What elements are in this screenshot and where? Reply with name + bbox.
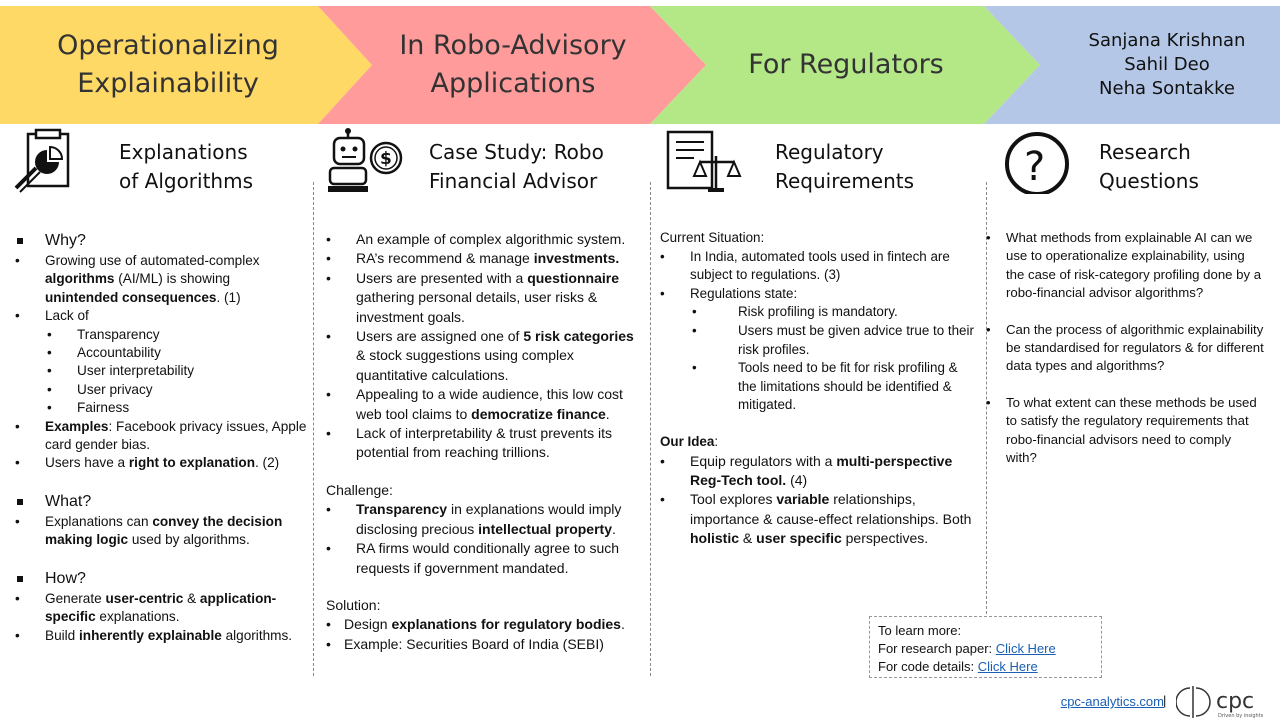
challenge-heading: Challenge: <box>326 481 393 498</box>
banner-title-1-line1: Operationalizing <box>57 30 279 61</box>
svg-text:?: ? <box>1024 144 1045 190</box>
reg-sub-item: Tools need to be fit for risk profiling … <box>660 359 974 415</box>
cpc-logo-icon: cpc Driven by insights <box>1176 686 1264 719</box>
robot-advisor-icon: $ <box>328 128 403 192</box>
reg-item-2: Regulations state: <box>660 285 974 304</box>
logo-tagline: Driven by insights <box>1218 713 1264 719</box>
what-item-1: Explanations can convey the decision mak… <box>15 513 307 550</box>
right-to-explanation: Users have a right to explanation. (2) <box>15 454 307 473</box>
question-mark-icon: ? <box>1005 132 1069 194</box>
divider-2 <box>650 182 651 676</box>
author-1: Sanjana Krishnan <box>1088 30 1246 51</box>
logo-text: cpc <box>1216 689 1254 714</box>
question-3: To what extent can these methods be used… <box>986 394 1264 468</box>
code-details-link[interactable]: Click Here <box>977 659 1038 674</box>
question-2: Can the process of algorithmic explainab… <box>986 321 1264 376</box>
banner-arrow-pink <box>318 6 706 124</box>
solution-item-2: Example: Securities Board of India (SEBI… <box>326 635 642 655</box>
why-heading: Why? <box>15 230 307 252</box>
banner-title-1: Operationalizing Explainability <box>0 6 336 124</box>
col4-content: What methods from explainable AI can we … <box>986 229 1264 467</box>
col4-header: ? Research Questions <box>1004 128 1274 198</box>
what-heading: What? <box>15 491 307 513</box>
col3-title: Regulatory Requirements <box>775 140 915 193</box>
idea-item-2: Tool explores variable relationships, im… <box>660 490 974 548</box>
research-paper-link[interactable]: Click Here <box>995 641 1056 656</box>
our-idea-heading: Our Idea: <box>660 433 719 449</box>
footer-separator: | <box>1163 693 1167 708</box>
case-item-6: Lack of interpretability & trust prevent… <box>326 424 642 463</box>
col3-content: Current Situation: In India, automated t… <box>660 229 974 549</box>
idea-item-1: Equip regulators with a multi-perspectiv… <box>660 452 974 491</box>
reg-sub-item: Risk profiling is mandatory. <box>660 303 974 322</box>
col2-header: $ Case Study: Robo Financial Advisor <box>328 128 648 198</box>
col1-header: Explanations of Algorithms <box>14 128 314 198</box>
how-heading: How? <box>15 568 307 590</box>
banner-arrows <box>0 6 1280 124</box>
col2-title: Case Study: Robo Financial Advisor <box>429 140 604 193</box>
lack-item: Accountability <box>15 344 307 363</box>
col2-content: An example of complex algorithmic system… <box>326 230 642 655</box>
banner-title-2-line1: In Robo-Advisory <box>399 30 627 61</box>
how-item-2: Build inherently explainable algorithms. <box>15 627 307 646</box>
banner-title-1-line2: Explainability <box>77 68 259 99</box>
divider-1 <box>313 182 314 676</box>
banner-title-3: For Regulators <box>748 49 944 80</box>
solution-heading: Solution: <box>326 596 381 613</box>
challenge-item-1: Transparency in explanations would imply… <box>326 500 642 539</box>
lack-item: User interpretability <box>15 362 307 381</box>
case-item-2: RA’s recommend & manage investments. <box>326 249 642 269</box>
banner-arrow-blue <box>984 6 1280 124</box>
learn-more-box: To learn more: For research paper: Click… <box>869 616 1102 678</box>
code-details-line: For code details: Click Here <box>878 659 1038 674</box>
reg-item-1: In India, automated tools used in fintec… <box>660 248 974 285</box>
banner-title-2: In Robo-Advisory Applications <box>352 6 674 124</box>
banner-arrow-green <box>650 6 1040 124</box>
lack-item: Fairness <box>15 399 307 418</box>
col3-header: Regulatory Requirements <box>664 128 980 198</box>
site-link[interactable]: cpc-analytics.com <box>1060 694 1164 709</box>
svg-text:$: $ <box>380 149 392 169</box>
challenge-item-2: RA firms would conditionally agree to su… <box>326 539 642 578</box>
author-2: Sahil Deo <box>1124 54 1210 75</box>
report-chart-icon <box>14 128 70 193</box>
authors: Sanjana Krishnan Sahil Deo Neha Sontakke <box>1054 6 1280 124</box>
solution-item-1: Design explanations for regulatory bodie… <box>326 615 642 635</box>
col4-title: Research Questions <box>1099 140 1199 193</box>
lack-item: User privacy <box>15 381 307 400</box>
case-item-3: Users are presented with a questionnaire… <box>326 269 642 327</box>
examples: Examples: Facebook privacy issues, Apple… <box>15 418 307 455</box>
lack-item: Transparency <box>15 326 307 345</box>
why-item-1: Growing use of automated-complex algorit… <box>15 252 307 307</box>
col1-title: Explanations of Algorithms <box>119 140 254 193</box>
author-3: Neha Sontakke <box>1099 78 1235 99</box>
how-item-1: Generate user-centric & application-spec… <box>15 590 307 627</box>
banner-arrow-yellow <box>0 6 372 124</box>
banner: Operationalizing Explainability In Robo-A… <box>0 6 1280 124</box>
case-item-1: An example of complex algorithmic system… <box>326 230 642 250</box>
lack-of: Lack of <box>15 307 307 326</box>
case-item-4: Users are assigned one of 5 risk categor… <box>326 327 642 385</box>
question-1: What methods from explainable AI can we … <box>986 229 1264 303</box>
current-situation-heading: Current Situation: <box>660 230 765 245</box>
case-item-5: Appealing to a wide audience, this low c… <box>326 385 642 424</box>
reg-sub-item: Users must be given advice true to their… <box>660 322 974 359</box>
banner-title-2-line2: Applications <box>430 68 596 99</box>
col1-content: Why? Growing use of automated-complex al… <box>15 218 307 645</box>
research-paper-line: For research paper: Click Here <box>878 641 1056 656</box>
law-scales-icon <box>666 130 742 192</box>
learn-more-heading: To learn more: <box>878 623 962 638</box>
